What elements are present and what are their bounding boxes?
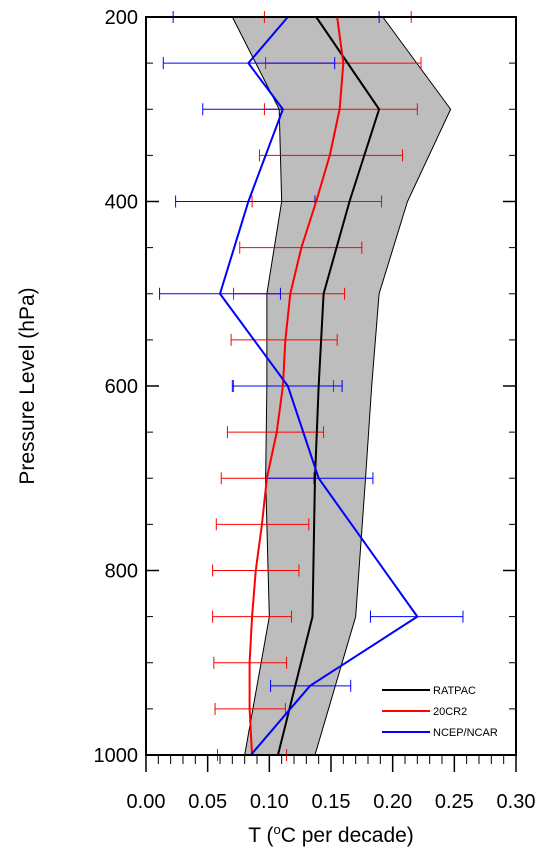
series-line-20cr2	[248, 16, 345, 756]
x-axis-title-superscript: o	[273, 822, 280, 837]
x-axis-title-prefix: T (	[248, 824, 273, 847]
x-axis-title: T (oC per decade)	[248, 822, 414, 847]
x-tick-label: 0.20	[373, 791, 412, 813]
legend: RATPAC 20CR2 NCEP/NCAR	[382, 685, 498, 739]
x-tick-label: 0.15	[312, 791, 351, 813]
y-tick-label: 600	[105, 376, 138, 398]
x-tick-label: 0.25	[435, 791, 474, 813]
axis-layer: 200 400 600 800 1000 0.00 0.05 0.10 0.15 0.20 0.25…	[94, 7, 536, 813]
y-tick-label: 200	[105, 7, 138, 29]
legend-label-ncep-ncar: NCEP/NCAR	[433, 727, 498, 739]
y-tick-label: 800	[105, 561, 138, 583]
x-tick-label: 0.10	[250, 791, 289, 813]
y-tick-label: 400	[105, 192, 138, 214]
series-line-layer	[219, 16, 419, 756]
x-tick-label: 0.30	[497, 791, 536, 813]
series-line-ratpac	[276, 16, 381, 756]
y-tick-label: 1000	[94, 745, 139, 767]
y-axis-title: Pressure Level (hPa)	[16, 287, 39, 484]
series-line-ncep-ncar	[219, 16, 419, 756]
x-axis-title-suffix: C per decade)	[281, 824, 414, 847]
legend-label-ratpac: RATPAC	[433, 685, 476, 697]
legend-label-20cr2: 20CR2	[433, 706, 467, 718]
x-tick-label: 0.05	[188, 791, 227, 813]
x-tick-label: 0.00	[127, 791, 166, 813]
